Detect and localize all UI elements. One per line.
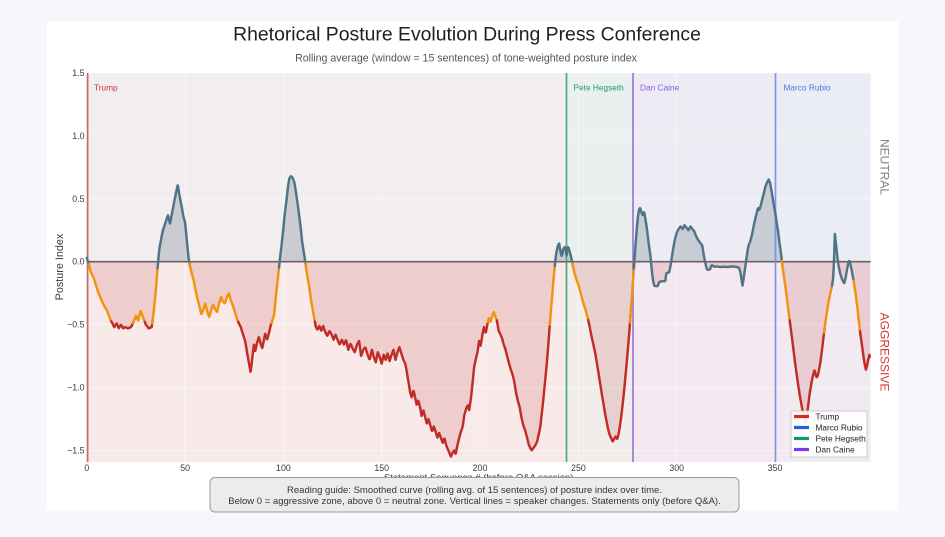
svg-text:200: 200 <box>473 463 488 473</box>
svg-text:Marco Rubio: Marco Rubio <box>784 83 831 93</box>
svg-text:0.0: 0.0 <box>72 257 84 267</box>
svg-text:300: 300 <box>669 463 684 473</box>
svg-text:−1.5: −1.5 <box>67 445 84 455</box>
svg-text:−0.5: −0.5 <box>67 320 84 330</box>
svg-text:Marco Rubio: Marco Rubio <box>816 423 863 433</box>
svg-text:0.5: 0.5 <box>72 194 84 204</box>
svg-text:250: 250 <box>571 463 586 473</box>
svg-text:AGGRESSIVE: AGGRESSIVE <box>878 313 892 392</box>
svg-text:Reading guide: Smoothed curve: Reading guide: Smoothed curve (rolling a… <box>287 485 662 496</box>
svg-text:Pete Hegseth: Pete Hegseth <box>574 83 625 93</box>
svg-text:50: 50 <box>180 463 190 473</box>
svg-text:Rhetorical Posture Evolution D: Rhetorical Posture Evolution During Pres… <box>233 24 701 46</box>
svg-text:Trump: Trump <box>816 412 840 422</box>
svg-text:0: 0 <box>84 463 89 473</box>
svg-text:100: 100 <box>276 463 291 473</box>
svg-text:Trump: Trump <box>94 83 118 93</box>
svg-text:Rolling average (window = 15 s: Rolling average (window = 15 sentences) … <box>295 53 638 65</box>
svg-text:350: 350 <box>768 463 783 473</box>
svg-text:1.0: 1.0 <box>72 131 84 141</box>
svg-text:Dan Caine: Dan Caine <box>640 83 680 93</box>
svg-text:−1.0: −1.0 <box>67 383 84 393</box>
svg-text:1.5: 1.5 <box>72 68 84 78</box>
svg-text:NEUTRAL: NEUTRAL <box>878 139 892 195</box>
svg-text:Below 0 = aggressive zone, abo: Below 0 = aggressive zone, above 0 = neu… <box>228 496 720 507</box>
svg-text:Dan Caine: Dan Caine <box>816 445 856 455</box>
svg-text:Pete Hegseth: Pete Hegseth <box>816 434 867 444</box>
svg-text:Posture Index: Posture Index <box>54 233 66 300</box>
svg-text:150: 150 <box>374 463 389 473</box>
